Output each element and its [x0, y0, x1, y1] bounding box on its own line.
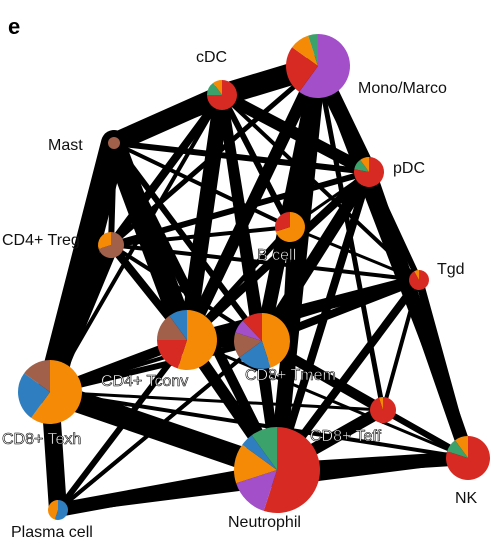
node-cdc — [207, 80, 237, 110]
edge-cd4tconv-nk — [185, 338, 470, 460]
edge-mast-bcell — [112, 141, 292, 229]
pie-slice-neutrophil-purple — [236, 470, 277, 511]
edge-cdc-cd8texh — [48, 93, 224, 394]
label-mono: Mono/Marco — [358, 80, 447, 97]
pie-slice-bcell-orange — [275, 212, 306, 242]
pie-slice-cd4tconv-blue — [169, 310, 187, 340]
pie-slice-neutrophil-red — [263, 427, 320, 513]
node-cd4tconv — [157, 310, 218, 370]
pie-slice-nk-green — [447, 440, 468, 458]
pie-slice-cdc-green — [207, 82, 222, 95]
pie-slice-cd8texh-brown — [24, 360, 50, 392]
pie-slice-mast-brown — [108, 137, 120, 149]
node-cd8tmem — [234, 313, 290, 369]
label-cd4treg: CD4+ Treg — [2, 232, 80, 249]
panel-label: e — [8, 14, 20, 39]
pie-slice-plasma-orange — [47, 500, 58, 520]
edge-pdc-bcell — [288, 170, 371, 229]
pie-slice-cd4tconv-red — [157, 340, 187, 369]
label-nk: NK — [455, 490, 478, 507]
label-tgd: Tgd — [437, 261, 465, 278]
edge-cd8texh-nk — [48, 390, 470, 460]
pie-slice-nk-orange — [455, 436, 468, 458]
pie-slice-bcell-red — [275, 212, 290, 232]
edge-mast-pdc — [111, 140, 372, 175]
edge-cd8texh-cd8teff — [48, 390, 385, 412]
label-mast: Mast — [48, 137, 83, 154]
edge-mast-cd8tmem — [111, 140, 265, 344]
pie-slice-cd8tmem-orange — [262, 313, 290, 368]
pie-slice-neutrophil-green — [251, 427, 277, 470]
node-neutrophil — [234, 427, 320, 513]
edge-tgd-cd8tmem — [258, 276, 423, 345]
node-pdc — [353, 157, 385, 188]
node-cd8texh — [17, 360, 82, 424]
label-pdc: pDC — [393, 160, 425, 177]
pie-slice-cdc-orange — [213, 80, 222, 95]
edge-layer — [37, 55, 475, 519]
node-bcell — [275, 212, 306, 242]
pie-slice-cd8teff-orange — [378, 397, 383, 410]
edge-mono-cd8teff — [315, 63, 386, 413]
edge-cd4treg-bcell — [109, 225, 292, 247]
node-cd4treg — [98, 232, 125, 259]
edge-pdc-cd4treg — [108, 169, 372, 248]
label-cd4tconv: CD4+ Tconv — [101, 373, 188, 390]
pie-slice-cd4treg-orange — [98, 232, 111, 250]
node-mast — [108, 137, 120, 149]
pie-slice-neutrophil-orange — [234, 444, 277, 484]
pie-slice-cd4tconv-orange — [177, 310, 218, 370]
node-mono — [286, 34, 350, 99]
edge-cd8tmem-cd8texh — [47, 338, 265, 395]
edge-mast-neutrophil — [109, 138, 282, 475]
label-cdc: cDC — [196, 49, 227, 66]
pie-slice-mono-green — [308, 34, 318, 66]
edge-tgd-cd8teff — [381, 278, 421, 412]
pie-slice-mono-red — [286, 47, 318, 92]
pie-slice-cd8texh-blue — [17, 373, 50, 418]
pie-slice-cd8texh-orange — [31, 360, 82, 424]
pie-slice-cd4treg-brown — [98, 232, 125, 259]
edge-tgd-nk — [415, 276, 472, 462]
label-cd8tmem: CD8+ Tmem — [245, 367, 336, 384]
pie-slice-cd8tmem-blue — [239, 341, 271, 369]
edge-plasma-cd8tmem — [56, 339, 264, 512]
label-cd8teff: CD8+ Teff — [310, 428, 382, 445]
pie-slice-mono-purple — [299, 34, 350, 99]
pie-slice-cd8teff-red — [369, 397, 396, 424]
label-plasma: Plasma cell — [11, 524, 93, 541]
label-neutrophil: Neutrophil — [228, 514, 301, 531]
edge-pdc-tgd — [366, 169, 422, 283]
pie-slice-neutrophil-blue — [242, 435, 277, 470]
pie-slice-cd8tmem-purple — [235, 320, 262, 341]
pie-slice-mono-orange — [292, 35, 318, 66]
pie-slice-pdc-orange — [360, 157, 369, 172]
label-cd8texh: CD8+ Texh — [2, 431, 81, 448]
label-layer: cDC Mono/Marco Mast pDC CD4+ Treg B cell Tgd CD… — [2, 49, 478, 541]
edge-mast-cd4treg — [108, 140, 117, 248]
edge-cd4treg-tgd — [109, 243, 421, 282]
node-layer — [17, 34, 490, 520]
node-tgd — [409, 270, 430, 290]
pie-slice-tgd-red — [409, 270, 430, 290]
node-plasma — [47, 500, 68, 520]
label-bcell: B cell — [257, 247, 296, 264]
pie-slice-cd8tmem-red — [242, 313, 262, 341]
pie-slice-plasma-blue — [54, 500, 68, 520]
node-cd8teff — [369, 397, 396, 424]
pie-slice-cd4tconv-brown — [157, 315, 187, 340]
pie-slice-pdc-green — [354, 159, 369, 172]
node-nk — [445, 436, 490, 481]
pie-slice-tgd-orange — [414, 270, 419, 280]
edge-cdc-pdc — [216, 89, 375, 178]
pie-slice-cd8tmem-brown — [234, 332, 262, 358]
